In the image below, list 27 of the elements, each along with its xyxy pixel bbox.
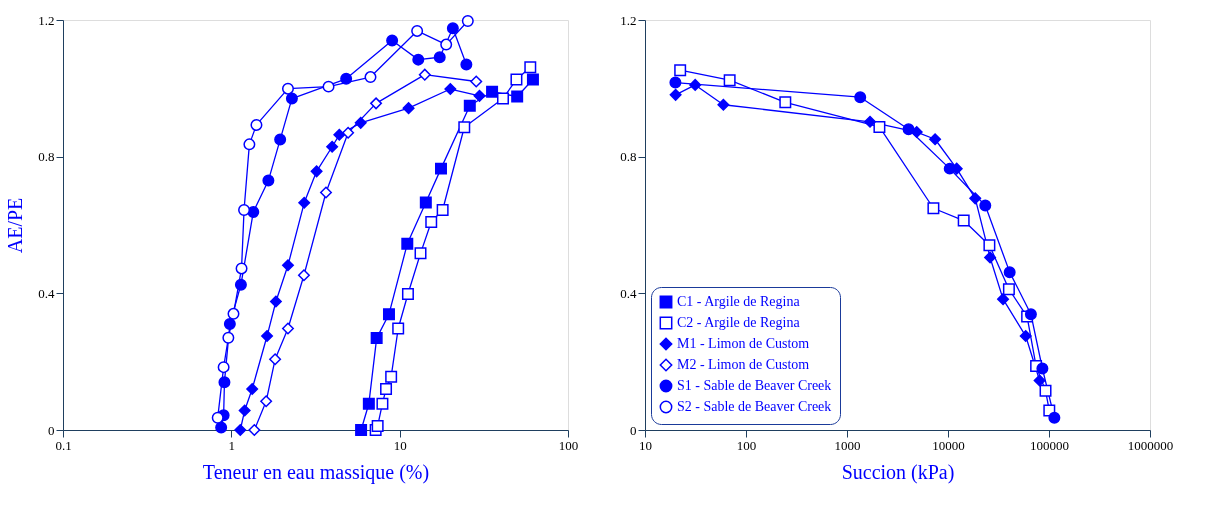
legend-label: C2 - Argile de Regina — [677, 315, 801, 330]
y-axis-title: AE/PE — [4, 197, 27, 254]
x-tick-label: 10000 — [932, 437, 965, 453]
x-axis-title: Teneur en eau massique (%) — [202, 460, 430, 484]
y-tick-label: 0 — [48, 422, 55, 438]
x-tick-label: 0.1 — [55, 437, 72, 453]
x-tick-label: 10 — [639, 437, 652, 453]
legend-label: S2 - Sable de Beaver Creek — [677, 399, 832, 414]
y-tick-label: 0.4 — [620, 285, 637, 301]
y-tick-label: 0.4 — [38, 285, 55, 301]
legend-label: M1 - Limon de Custom — [677, 336, 810, 351]
x-tick-label: 100 — [558, 437, 579, 453]
y-tick-label: 1.2 — [38, 12, 55, 28]
y-tick-label: 0.8 — [620, 149, 637, 165]
x-axis-title: Succion (kPa) — [841, 460, 955, 484]
y-tick-label: 1.2 — [620, 12, 637, 28]
x-tick-label: 10 — [393, 437, 407, 453]
y-tick-label: 0.8 — [38, 149, 55, 165]
legend-label: M2 - Limon de Custom — [677, 357, 810, 372]
legend-label: C1 - Argile de Regina — [677, 294, 801, 309]
x-tick-label: 1000000 — [1127, 437, 1174, 453]
legend-label: S1 - Sable de Beaver Creek — [677, 378, 832, 393]
x-tick-label: 1 — [228, 437, 236, 453]
x-tick-label: 1000 — [834, 437, 861, 453]
y-tick-label: 0 — [630, 422, 637, 438]
x-tick-label: 100000 — [1030, 437, 1069, 453]
x-tick-label: 100 — [736, 437, 757, 453]
